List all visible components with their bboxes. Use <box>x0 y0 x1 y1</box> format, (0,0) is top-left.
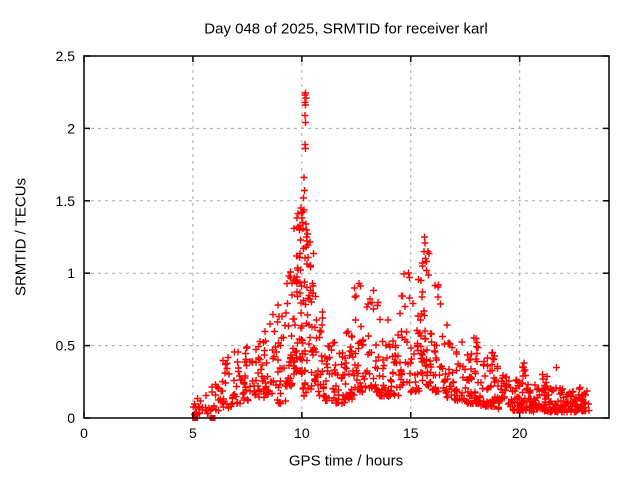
x-tick-label: 20 <box>512 425 528 441</box>
x-tick-label: 5 <box>189 425 197 441</box>
y-tick-label: 2 <box>67 120 75 136</box>
y-axis-label: SRMTID / TECUs <box>12 177 30 297</box>
y-tick-label: 0.5 <box>56 338 76 354</box>
y-tick-label: 1.5 <box>56 193 76 209</box>
x-tick-label: 15 <box>403 425 419 441</box>
y-tick-label: 1 <box>67 265 75 281</box>
y-tick-label: 0 <box>67 410 75 426</box>
x-axis-label: GPS time / hours <box>288 452 404 470</box>
x-tick-label: 10 <box>294 425 310 441</box>
x-tick-label: 0 <box>80 425 88 441</box>
y-tick-label: 2.5 <box>56 48 76 64</box>
plot-border <box>83 55 610 419</box>
chart-title: Day 048 of 2025, SRMTID for receiver kar… <box>204 20 488 38</box>
data-points <box>190 89 593 418</box>
